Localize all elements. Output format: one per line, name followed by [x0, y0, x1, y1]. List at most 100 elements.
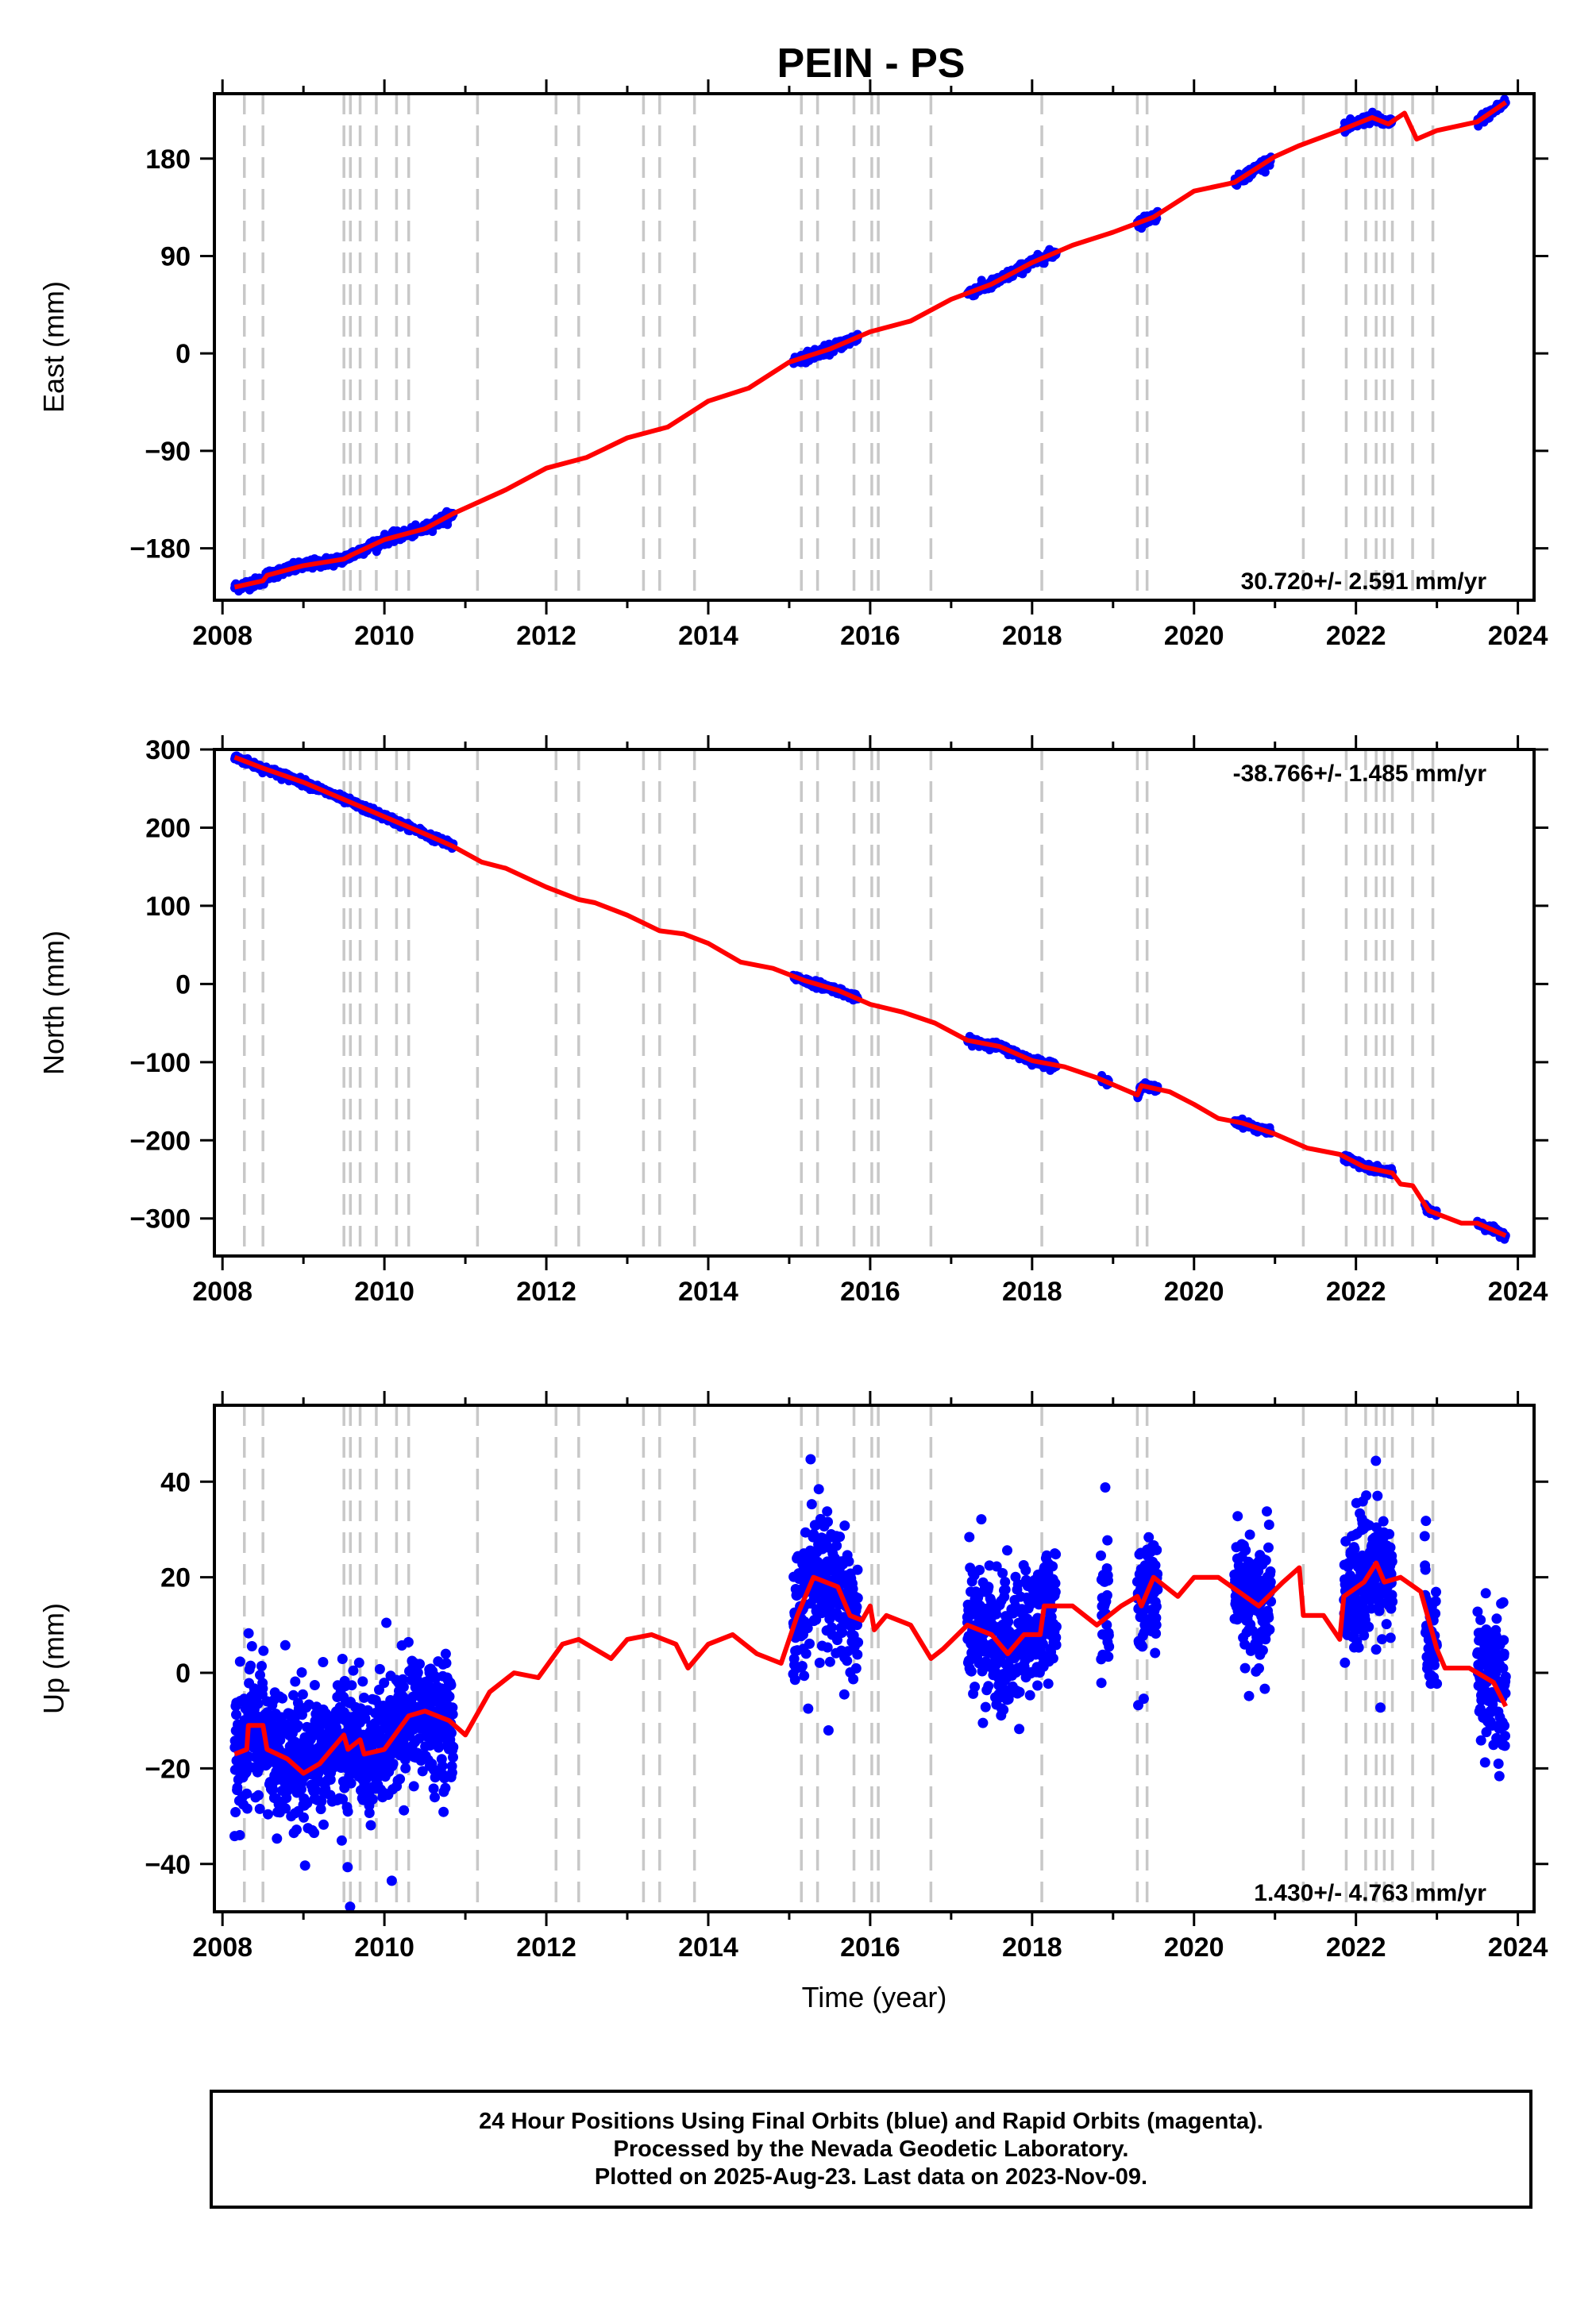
observed-point [1103, 1651, 1114, 1663]
observed-point [403, 1636, 414, 1647]
observed-points [230, 94, 1510, 596]
x-tick-label: 2014 [678, 621, 738, 651]
observed-point [1343, 1558, 1354, 1569]
model-line [233, 755, 1507, 1239]
observed-point [1150, 1647, 1161, 1659]
break-lines [242, 94, 1435, 600]
x-tick-label: 2012 [516, 1277, 576, 1307]
x-tick-label: 2014 [678, 1277, 738, 1307]
x-tick-label: 2016 [840, 1277, 900, 1307]
observed-point [1375, 1702, 1386, 1713]
observed-point [1240, 1545, 1251, 1556]
observed-point [800, 1648, 811, 1659]
observed-point [1262, 1506, 1272, 1517]
observed-point [297, 1689, 308, 1700]
observed-point [1138, 1693, 1149, 1705]
observed-point [822, 1642, 833, 1653]
observed-point [234, 1830, 245, 1840]
observed-point [1101, 1589, 1112, 1601]
observed-point [1152, 1584, 1163, 1595]
observed-point [444, 1691, 455, 1702]
observed-point [309, 1828, 320, 1839]
x-tick-label: 2012 [516, 621, 576, 651]
observed-point [428, 1783, 439, 1794]
observed-point [808, 1528, 819, 1539]
observed-point [843, 1556, 854, 1567]
observed-point [1096, 1678, 1107, 1689]
observed-point [245, 1660, 256, 1671]
y-tick-label: 90 [160, 241, 191, 272]
observed-point [1000, 1577, 1011, 1587]
observed-points [230, 751, 1510, 1244]
x-tick-label: 2020 [1164, 621, 1224, 651]
observed-point [446, 1728, 457, 1739]
observed-point [448, 1751, 458, 1763]
observed-point [1020, 1565, 1031, 1576]
observed-point [296, 1667, 307, 1678]
observed-point [386, 1875, 397, 1886]
observed-point [1265, 1566, 1276, 1577]
observed-point [1137, 1641, 1148, 1652]
chart-title: PEIN - PS [777, 40, 966, 87]
x-tick-label: 2022 [1326, 1277, 1386, 1307]
observed-point [796, 1661, 808, 1671]
observed-point [1037, 1639, 1048, 1650]
observed-point [290, 1676, 301, 1687]
y-tick-label: 180 [145, 144, 191, 175]
observed-point [1104, 1641, 1115, 1652]
observed-point [241, 1788, 253, 1799]
observed-point [315, 1804, 326, 1815]
observed-point [230, 1807, 241, 1817]
observed-point [1151, 1620, 1162, 1631]
observed-point [364, 1808, 375, 1818]
observed-point [848, 1674, 859, 1685]
velocity-label: -38.766+/- 1.485 mm/yr [1233, 761, 1487, 787]
observed-point [1150, 1560, 1161, 1571]
observed-point [342, 1806, 353, 1817]
observed-point [1232, 1511, 1243, 1522]
observed-point [348, 1665, 359, 1676]
x-tick-label: 2008 [192, 1277, 253, 1307]
observed-point [1002, 1545, 1012, 1556]
observed-point [1264, 1624, 1275, 1636]
observed-point [1263, 1612, 1274, 1623]
observed-point [842, 1655, 853, 1666]
observed-point [837, 1627, 848, 1638]
observed-point [1103, 1575, 1113, 1586]
y-tick-label: 100 [145, 892, 191, 922]
observed-point [1349, 1543, 1360, 1555]
observed-point [272, 1833, 283, 1844]
observed-point [804, 1638, 815, 1649]
observed-point [257, 1683, 268, 1694]
observed-point [1387, 1596, 1398, 1607]
observed-point [337, 1654, 348, 1664]
observed-point [1000, 1584, 1011, 1595]
y-tick-label: −100 [129, 1048, 191, 1078]
observed-point [1100, 1482, 1111, 1493]
observed-point [1032, 1680, 1043, 1691]
y-tick-label: −180 [129, 534, 191, 564]
observed-point [813, 1484, 824, 1495]
observed-point [824, 1656, 835, 1667]
observed-point [1024, 1689, 1035, 1701]
observed-point [1370, 1644, 1382, 1655]
observed-point [1421, 1516, 1432, 1527]
observed-point [1257, 1645, 1268, 1656]
observed-point [395, 1774, 406, 1785]
observed-point [1014, 1686, 1025, 1697]
observed-point [1363, 1621, 1374, 1632]
observed-point [253, 1698, 264, 1709]
observed-point [1047, 1561, 1058, 1572]
observed-point [291, 1824, 302, 1836]
observed-point [1012, 1578, 1024, 1589]
observed-point [1244, 1529, 1255, 1540]
break-lines [242, 1405, 1435, 1912]
y-axis-label: North (mm) [37, 930, 70, 1075]
observed-point [974, 1565, 985, 1575]
observed-point [1047, 1653, 1058, 1664]
observed-point [1103, 1630, 1114, 1641]
observed-point [997, 1568, 1008, 1578]
observed-point [1377, 1634, 1387, 1645]
observed-point [1353, 1642, 1364, 1653]
observed-point [255, 1670, 265, 1681]
